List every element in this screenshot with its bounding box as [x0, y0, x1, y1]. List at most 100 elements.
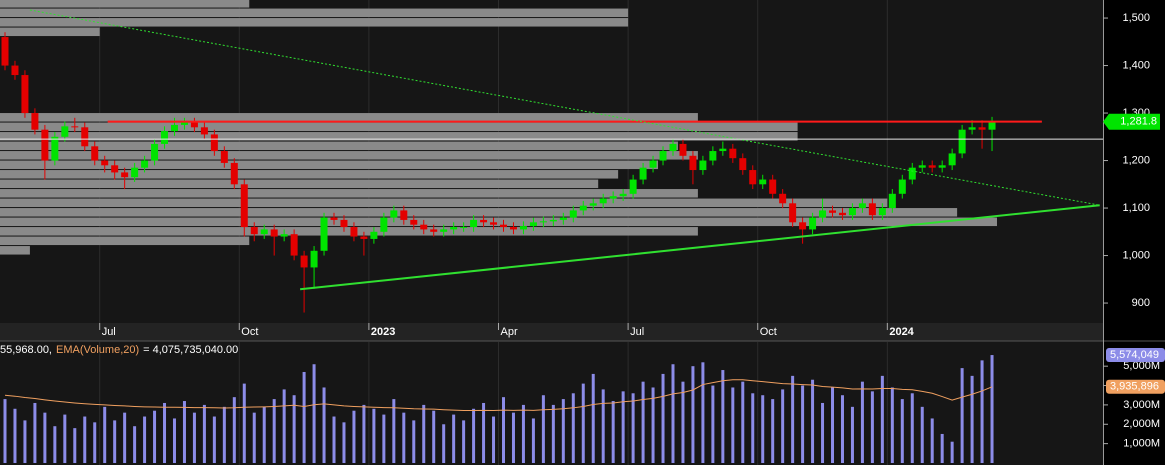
volume-bar — [292, 395, 296, 463]
volume-bar — [123, 412, 127, 463]
candle-body — [11, 65, 19, 76]
volume-bar — [880, 375, 884, 463]
candle-body — [180, 122, 188, 125]
volume-bar — [940, 433, 944, 463]
volume-bar — [821, 402, 825, 463]
candle-body — [41, 129, 49, 161]
x-axis-strip — [0, 323, 1103, 341]
volume-bar — [860, 381, 864, 463]
volume-bar — [452, 414, 456, 463]
volume-bar — [591, 373, 595, 463]
volume-bar — [910, 393, 914, 463]
volume-bar — [671, 364, 675, 463]
candle-body — [500, 224, 507, 228]
candle-body — [958, 129, 966, 154]
volume-bar — [511, 412, 515, 463]
volume-bar — [312, 364, 316, 463]
volume-bar — [761, 395, 765, 463]
candle-body — [519, 226, 527, 230]
volume-bar — [153, 410, 157, 463]
volume-bar — [63, 414, 67, 463]
volume-bar — [43, 412, 47, 463]
volume-bar — [432, 410, 436, 463]
candle-body — [370, 231, 378, 239]
volume-bar — [721, 370, 725, 463]
volume-bar — [900, 399, 904, 463]
candle-body — [71, 126, 79, 128]
candle-body — [968, 127, 976, 130]
candle-body — [868, 203, 876, 216]
candle-body — [170, 124, 178, 132]
candle-body — [908, 167, 916, 180]
volume-bar — [691, 366, 695, 463]
volume-bar — [372, 408, 376, 463]
candle-body — [599, 198, 607, 204]
volume-bar — [442, 424, 446, 463]
candle-body — [31, 113, 39, 130]
volume-bar — [611, 401, 615, 463]
candle-body — [639, 167, 647, 180]
candle-body — [280, 234, 288, 237]
candle-body — [91, 146, 99, 161]
candle-body — [549, 219, 557, 222]
volume-bar — [990, 355, 994, 463]
volume-bar — [701, 362, 705, 463]
x-tick-label: Oct — [760, 326, 777, 338]
candle-body — [729, 148, 737, 159]
volume-bar — [811, 379, 815, 463]
candle-body — [918, 165, 926, 168]
volume-bar — [781, 389, 785, 463]
volume-bar — [651, 387, 655, 463]
volume-bar — [950, 441, 954, 463]
candle-body — [250, 227, 258, 235]
candle-body — [888, 193, 896, 209]
candle-body — [260, 229, 268, 235]
volume-bar — [352, 410, 356, 463]
volume-bar — [322, 387, 326, 463]
candle-body — [1, 37, 9, 66]
volume-bar — [282, 389, 286, 463]
candle-body — [559, 217, 567, 220]
candle-body — [121, 172, 129, 178]
candle-body — [230, 162, 238, 185]
volume-bar — [103, 406, 107, 463]
volume-profile-bar — [0, 160, 659, 170]
ema-line — [4, 379, 993, 412]
volume-bar — [741, 381, 745, 463]
x-tick-label: 2023 — [371, 326, 395, 338]
volume-bar — [252, 412, 256, 463]
volume-bar — [33, 402, 37, 463]
volume-bar — [232, 397, 236, 463]
volume-bar — [870, 391, 874, 463]
candle-body — [220, 151, 228, 163]
volume-bar — [392, 399, 396, 463]
volume-bar — [541, 395, 545, 463]
header-suffix: = 4,075,735,040.00 — [143, 344, 238, 356]
volume-profile-bar — [0, 179, 599, 189]
volume-bar — [202, 404, 206, 463]
candle-body — [111, 165, 119, 173]
candle-body — [101, 160, 109, 166]
value-badge — [1106, 348, 1165, 363]
value-badge-label: 5,574,049 — [1110, 349, 1159, 361]
candle-body — [769, 179, 777, 194]
candle-body — [629, 179, 637, 194]
volume-bar — [83, 416, 87, 463]
candle-body — [659, 151, 667, 161]
candle-body — [21, 75, 29, 114]
volume-profile-bar — [0, 208, 958, 217]
volume-bar — [192, 412, 196, 463]
candle-body — [779, 193, 787, 204]
volume-bar — [482, 402, 486, 463]
volume-profile-bar — [0, 141, 678, 151]
volume-profile-bar — [0, 122, 798, 132]
candle-body — [898, 179, 906, 194]
candle-body — [819, 210, 827, 218]
volume-bar — [23, 420, 27, 463]
volume-bar — [422, 404, 426, 463]
candle-body — [789, 203, 797, 223]
candle-body — [799, 222, 807, 230]
volume-bar — [521, 404, 525, 463]
volume-profile-bar — [0, 227, 698, 236]
price-badge-label: 1,281.8 — [1120, 116, 1157, 128]
